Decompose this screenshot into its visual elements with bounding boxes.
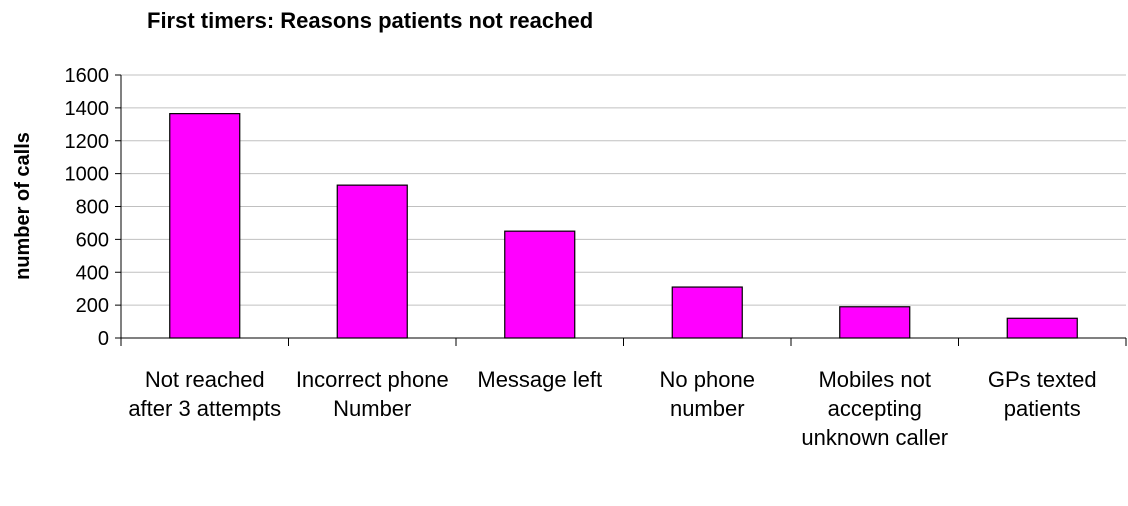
x-tick-label: Message left [477, 367, 603, 392]
bar [504, 230, 576, 339]
y-tick-label: 800 [76, 197, 109, 219]
x-tick-label: Mobiles not accepting unknown caller [801, 367, 949, 450]
y-tick-label: 400 [76, 262, 109, 284]
bar [336, 184, 408, 339]
bar [1006, 317, 1078, 339]
y-tick-label: 200 [76, 295, 109, 317]
y-tick-label: 1400 [65, 98, 110, 120]
y-axis-label: number of calls [12, 132, 34, 280]
y-tick-label: 1000 [65, 164, 110, 186]
bar [839, 306, 911, 339]
x-tick-label: Not reached after 3 attempts [128, 367, 282, 421]
x-tick-label: No phone number [659, 367, 755, 421]
bar [169, 113, 241, 339]
y-tick-label: 0 [98, 328, 109, 350]
y-tick-label: 1600 [65, 65, 110, 87]
x-tick-label: GPs texted patients [987, 367, 1097, 421]
x-tick-label: Incorrect phone Number [295, 367, 449, 421]
bar [671, 286, 743, 339]
y-tick-label: 600 [76, 229, 109, 251]
chart-title: First timers: Reasons patients not reach… [147, 8, 593, 33]
y-tick-label: 1200 [65, 131, 110, 153]
